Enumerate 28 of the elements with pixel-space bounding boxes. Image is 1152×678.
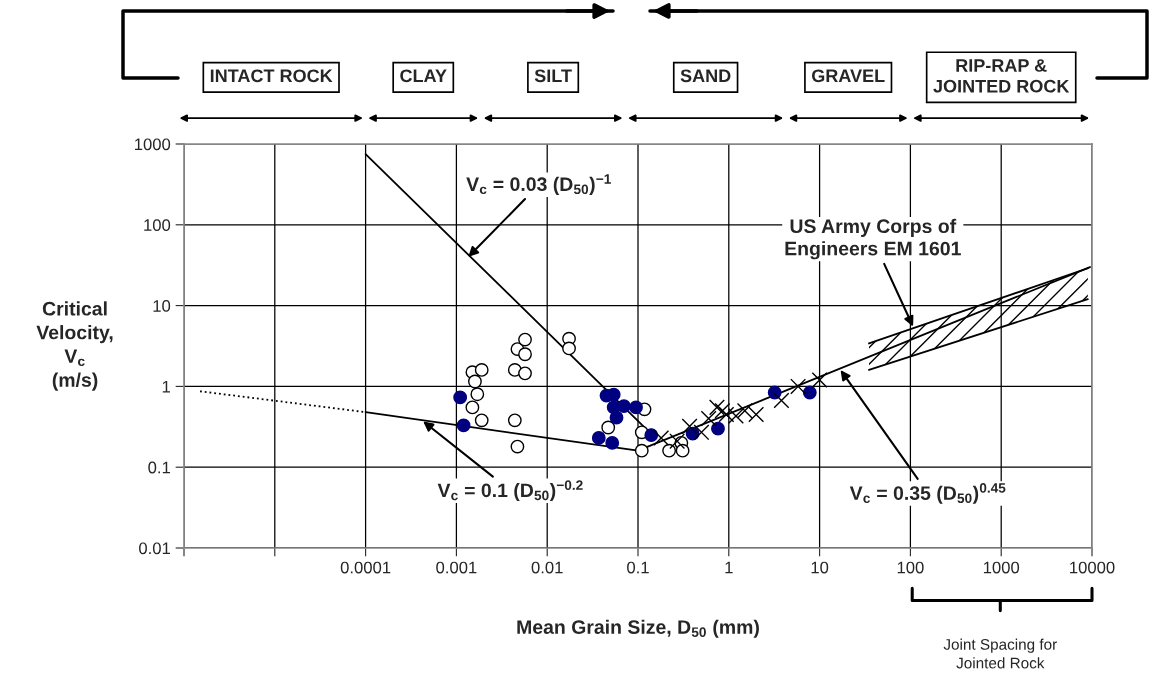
x-tick-label: 0.1 (627, 561, 649, 574)
text: INTACT ROCK (210, 69, 333, 83)
text: SILT (534, 69, 572, 83)
text: Joint Spacing for Jointed Rock (943, 638, 1057, 669)
text: SAND (680, 69, 731, 83)
annotation: V$_{c}$ = 0.35 (D$_{50}$)$^{0.45}$ (849, 483, 1006, 504)
annotation: V$_{c}$ = 0.03 (D$_{50}$)$^{−1}$ (466, 174, 611, 195)
text: RIP-RAP & JOINTED ROCK (933, 59, 1070, 93)
annotation: V$_{c}$ = 0.1 (D$_{50}$)$^{−0.2}$ (437, 480, 583, 502)
text: GRAVEL (811, 69, 885, 83)
y-tick-label: 1 (162, 380, 170, 393)
x-tick-label: 0.001 (436, 561, 477, 574)
x-tick-label: 1 (725, 561, 733, 574)
y-tick-label: 0.1 (148, 461, 170, 474)
x-tick-label: 0.0001 (340, 561, 391, 574)
y-tick-label: 100 (144, 219, 171, 231)
y-tick-label: 1000 (135, 138, 171, 151)
x-tick-label: 1000 (983, 561, 1020, 574)
annotation: US Army Corps of Engineers EM 1601 (785, 218, 961, 260)
x-tick-label: 10000 (1070, 561, 1115, 574)
text: CLAY (400, 69, 447, 83)
x-axis-title: Mean Grain Size, D$_{50}$ (mm) (517, 619, 759, 638)
x-tick-label: 10 (811, 561, 829, 574)
y-axis-title: Critical Velocity, V$_{c}$ (m/s) (36, 301, 113, 391)
y-tick-label: 10 (153, 300, 171, 312)
y-tick-label: 0.01 (139, 542, 170, 555)
x-tick-label: 0.01 (531, 561, 563, 574)
x-tick-label: 100 (897, 561, 924, 574)
